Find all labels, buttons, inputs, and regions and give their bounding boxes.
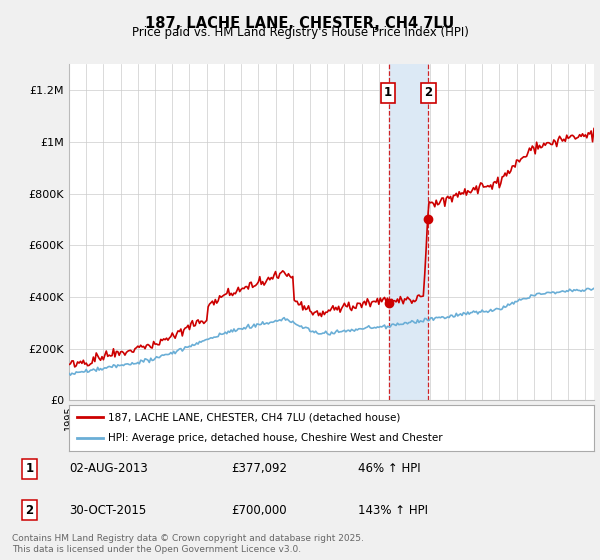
Text: 187, LACHE LANE, CHESTER, CH4 7LU (detached house): 187, LACHE LANE, CHESTER, CH4 7LU (detac… [109,412,401,422]
Text: 2: 2 [25,504,34,517]
Text: HPI: Average price, detached house, Cheshire West and Chester: HPI: Average price, detached house, Ches… [109,433,443,444]
Text: Contains HM Land Registry data © Crown copyright and database right 2025.
This d: Contains HM Land Registry data © Crown c… [12,534,364,554]
Bar [389,64,428,400]
Text: £377,092: £377,092 [231,462,287,475]
Text: £700,000: £700,000 [231,504,287,517]
Text: Price paid vs. HM Land Registry's House Price Index (HPI): Price paid vs. HM Land Registry's House … [131,26,469,39]
Text: 1: 1 [384,86,392,100]
Text: 1: 1 [25,462,34,475]
Text: 46% ↑ HPI: 46% ↑ HPI [358,462,420,475]
Text: 2: 2 [424,86,433,100]
Text: 30-OCT-2015: 30-OCT-2015 [70,504,147,517]
Text: 143% ↑ HPI: 143% ↑ HPI [358,504,428,517]
Text: 02-AUG-2013: 02-AUG-2013 [70,462,148,475]
Text: 187, LACHE LANE, CHESTER, CH4 7LU: 187, LACHE LANE, CHESTER, CH4 7LU [145,16,455,31]
